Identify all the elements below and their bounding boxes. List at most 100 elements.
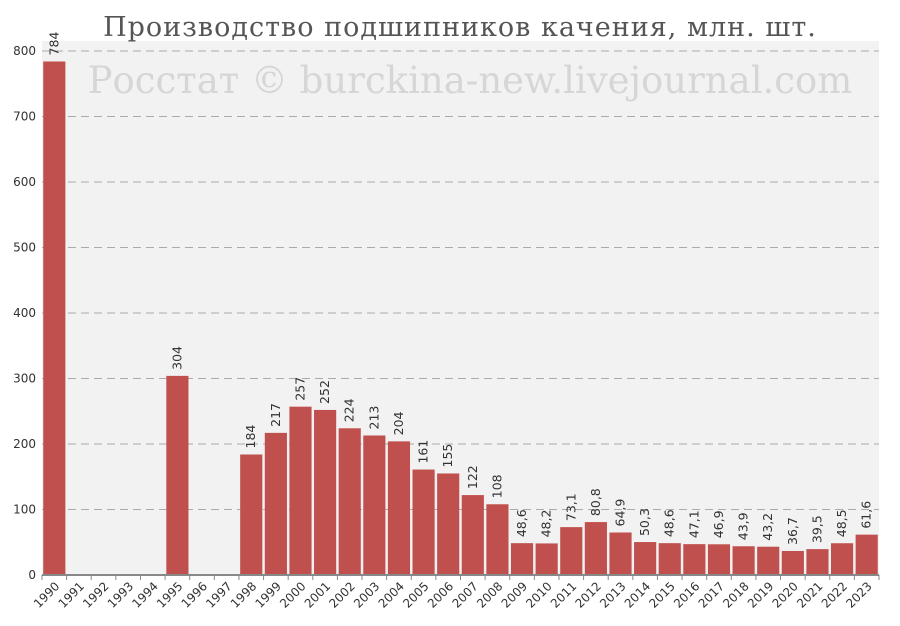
data-label: 48,6 (662, 509, 677, 537)
bar-2017 (707, 544, 731, 575)
data-label: 108 (489, 474, 504, 498)
x-tick-label: 2020 (769, 579, 800, 610)
y-tick-label: 500 (13, 241, 36, 255)
bar-2016 (683, 544, 706, 575)
data-label: 184 (243, 425, 258, 449)
chart-title: Производство подшипников качения, млн. ш… (103, 12, 817, 43)
data-label: 48,2 (539, 510, 554, 538)
x-tick-label: 2013 (597, 579, 628, 610)
data-label: 61,6 (859, 501, 874, 529)
bar-2011 (560, 527, 583, 575)
x-tick-label: 1994 (129, 579, 160, 610)
x-tick-label: 1998 (228, 579, 259, 610)
x-tick-label: 2008 (474, 579, 505, 610)
bar-1998 (240, 454, 263, 575)
bar-2012 (584, 522, 607, 575)
y-tick-label: 400 (13, 306, 36, 320)
x-tick-label: 2005 (400, 579, 431, 610)
data-label: 73,1 (563, 493, 578, 521)
bar-2008 (486, 504, 509, 575)
x-tick-label: 2022 (819, 579, 850, 610)
data-label: 224 (342, 398, 357, 422)
x-tick-label: 1999 (252, 579, 283, 610)
bar-2007 (461, 495, 484, 575)
data-label: 48,6 (514, 509, 529, 537)
data-label: 43,2 (760, 513, 775, 541)
data-label: 48,5 (834, 509, 849, 537)
bar-2015 (658, 543, 681, 575)
data-label: 252 (317, 380, 332, 404)
x-tick-label: 1991 (56, 579, 87, 610)
bar-2001 (314, 409, 337, 575)
data-label: 39,5 (809, 515, 824, 543)
bar-1999 (264, 432, 287, 575)
y-tick-label: 200 (13, 437, 36, 451)
x-tick-label: 2021 (794, 579, 825, 610)
y-tick-label: 100 (13, 503, 36, 517)
data-label: 64,9 (613, 499, 628, 527)
x-tick-label: 2001 (302, 579, 333, 610)
x-tick-label: 2015 (646, 579, 677, 610)
bar-2022 (830, 543, 854, 575)
data-label: 155 (440, 444, 455, 468)
data-label: 304 (169, 346, 184, 370)
y-tick-label: 0 (28, 568, 36, 582)
x-tick-label: 2010 (523, 579, 554, 610)
watermark: Росстат © burckina-new.livejournal.com (88, 59, 853, 102)
bar-2021 (806, 549, 829, 575)
y-tick-label: 800 (13, 44, 36, 58)
x-tick-label: 1995 (154, 579, 185, 610)
y-tick-label: 300 (13, 372, 36, 386)
data-label: 47,1 (686, 510, 701, 538)
bar-2013 (609, 532, 632, 575)
x-tick-label: 2019 (745, 579, 776, 610)
x-tick-label: 2003 (351, 579, 382, 610)
x-tick-label: 2023 (843, 579, 874, 610)
data-label: 80,8 (588, 488, 603, 516)
data-label: 46,9 (711, 510, 726, 538)
data-label: 122 (465, 465, 480, 489)
y-tick-label: 700 (13, 110, 36, 124)
bar-2010 (535, 543, 558, 575)
x-tick-label: 1990 (31, 579, 62, 610)
bar-2018 (732, 546, 755, 575)
x-tick-label: 2002 (326, 579, 357, 610)
data-label: 217 (268, 403, 283, 427)
bar-2003 (363, 435, 386, 575)
bar-2023 (855, 534, 878, 575)
bar-2019 (757, 546, 780, 575)
bar-2009 (510, 543, 534, 575)
x-tick-label: 1993 (105, 579, 136, 610)
bar-1990 (43, 61, 66, 576)
x-tick-label: 2004 (376, 579, 407, 610)
x-tick-label: 2006 (425, 579, 456, 610)
x-tick-label: 2009 (499, 579, 530, 610)
x-tick-label: 2012 (573, 579, 604, 610)
bar-2020 (781, 550, 804, 575)
bar-2002 (338, 428, 361, 575)
bar-2000 (289, 406, 312, 575)
data-label: 50,3 (637, 508, 652, 536)
x-tick-label: 2018 (720, 579, 751, 610)
y-tick-label: 600 (13, 175, 36, 189)
x-tick-label: 2011 (548, 579, 579, 610)
bar-2014 (634, 542, 657, 575)
data-label: 43,9 (736, 512, 751, 540)
x-tick-label: 1997 (203, 579, 234, 610)
data-label: 784 (46, 32, 61, 56)
x-tick-label: 2000 (277, 579, 308, 610)
x-tick-label: 2007 (449, 579, 480, 610)
data-label: 204 (391, 411, 406, 435)
bar-1995 (166, 375, 189, 575)
x-tick-label: 2014 (622, 579, 653, 610)
x-tick-label: 1992 (80, 579, 111, 610)
x-tick-label: 2016 (671, 579, 702, 610)
data-label: 161 (416, 440, 431, 464)
bar-2004 (387, 441, 411, 575)
x-tick-label: 1996 (179, 579, 210, 610)
bar-2006 (437, 473, 460, 575)
data-label: 36,7 (785, 517, 800, 545)
data-label: 213 (366, 406, 381, 430)
data-label: 257 (292, 377, 307, 401)
